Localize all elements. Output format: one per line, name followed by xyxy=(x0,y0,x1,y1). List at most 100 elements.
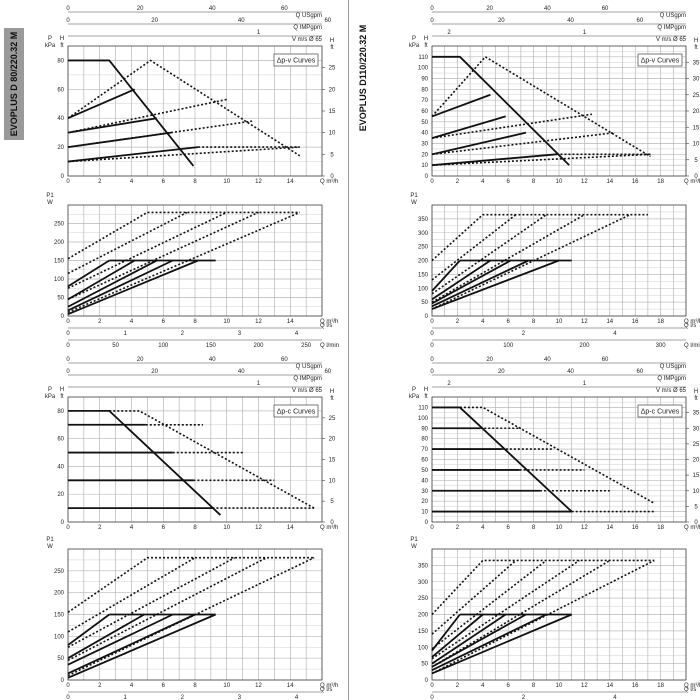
top-v-tick: 1 xyxy=(257,30,261,36)
y2-axis-unit-ft: ft xyxy=(694,45,698,51)
bottom-ls-label: Q l/s xyxy=(684,323,696,329)
top-imp-tick: 0 xyxy=(430,18,434,24)
series-line-solid xyxy=(68,409,222,516)
series-line-dotted xyxy=(431,214,585,303)
x-axis-label: Q m³/h xyxy=(320,319,338,325)
top-imp-tick: 20 xyxy=(151,369,158,375)
series-line-dotted xyxy=(431,559,655,616)
bottom-ls-tick: 0 xyxy=(430,331,434,337)
top-v-label: V m/s Ø 65 xyxy=(292,37,323,43)
x-tick-label: 14 xyxy=(287,525,294,531)
y2-axis-unit-ft: ft xyxy=(330,396,334,402)
y2-tick-label: 35 xyxy=(693,60,700,66)
y-tick-label: 70 xyxy=(421,447,428,453)
y-tick-label: 200 xyxy=(54,591,65,597)
legend-box xyxy=(273,404,319,418)
y-axis-label-p1: P1 xyxy=(46,193,54,199)
bottom-lmin-tick: 50 xyxy=(112,343,119,349)
y-axis-label-h: H xyxy=(60,36,64,42)
y-tick-label: 150 xyxy=(418,272,429,278)
x-tick-label: 6 xyxy=(507,683,511,689)
y-axis-label-p1: P1 xyxy=(410,537,418,543)
legend-box xyxy=(637,404,683,418)
y-tick-label: 0 xyxy=(425,174,429,180)
y-tick-label: 110 xyxy=(418,405,428,411)
series-line-dotted xyxy=(431,559,655,675)
y-tick-label: 200 xyxy=(54,240,65,246)
bottom-lmin-label: Q l/min xyxy=(320,343,339,349)
x-tick-label: 12 xyxy=(255,179,262,185)
x-axis-label: Q m³/h xyxy=(684,683,700,689)
y-tick-label: 40 xyxy=(421,131,428,137)
x-tick-label: 6 xyxy=(507,179,511,185)
y-axis-label-h: H xyxy=(424,387,428,393)
top-usgpm-tick: 0 xyxy=(66,6,70,12)
series-line-solid xyxy=(431,259,461,292)
y2-axis-unit-ft: ft xyxy=(694,396,698,402)
bottom-ls-label: Q l/s xyxy=(684,687,696,693)
x-tick-label: 14 xyxy=(287,683,294,689)
top-v-tick: 1 xyxy=(583,30,587,36)
y-tick-label: 80 xyxy=(421,437,428,443)
x-tick-label: 14 xyxy=(606,179,613,185)
y2-tick-label: 5 xyxy=(694,158,698,164)
y2-tick-label: 20 xyxy=(693,458,700,464)
y-tick-label: 200 xyxy=(418,613,429,619)
legend-text: Δp-c Curves xyxy=(641,409,680,416)
top-imp-label: Q IMPgpm xyxy=(657,376,686,382)
y-tick-label: 250 xyxy=(418,596,429,602)
y2-axis-label-h: H xyxy=(330,389,334,395)
y2-tick-label: 20 xyxy=(329,437,336,443)
x-tick-label: 0 xyxy=(66,319,70,325)
y-tick-label: 50 xyxy=(421,662,428,668)
x-tick-label: 8 xyxy=(532,683,536,689)
y-axis-label-p: P xyxy=(412,387,416,393)
bottom-ls-tick: 1 xyxy=(123,695,127,700)
bottom-lmin-tick: 100 xyxy=(503,343,514,349)
x-tick-label: 10 xyxy=(556,683,563,689)
y-tick-label: 60 xyxy=(421,109,428,115)
series-line-solid xyxy=(431,613,461,652)
y2-axis-label-h: H xyxy=(694,38,698,44)
series-line-dotted xyxy=(431,131,615,156)
legend-text: Δp-v Curves xyxy=(277,58,316,65)
legend-box xyxy=(637,53,683,67)
x-tick-label: 12 xyxy=(581,179,588,185)
y-tick-label: 0 xyxy=(425,520,429,526)
series-line-solid xyxy=(67,259,110,288)
x-tick-label: 16 xyxy=(632,319,639,325)
model-title-tab-left: EVOPLUS D 80/220.32 M xyxy=(4,28,24,140)
y-axis-label-p1: P1 xyxy=(410,193,418,199)
series-line-dotted xyxy=(431,559,580,660)
series-line-dotted xyxy=(67,146,300,163)
series-line-dotted xyxy=(67,557,196,633)
y2-tick-label: 10 xyxy=(693,489,700,495)
y-tick-label: 110 xyxy=(418,55,428,61)
x-tick-label: 14 xyxy=(606,319,613,325)
y-tick-label: 10 xyxy=(421,510,428,516)
x-tick-label: 12 xyxy=(581,319,588,325)
top-usgpm-label: Q USgpm xyxy=(660,13,686,19)
y-tick-label: 350 xyxy=(418,563,429,569)
y-tick-label: 0 xyxy=(61,678,65,684)
top-v-label: V m/s Ø 65 xyxy=(292,388,323,394)
series-line-dotted xyxy=(67,120,253,148)
top-imp-tick: 60 xyxy=(637,369,644,375)
bottom-ls-tick: 4 xyxy=(613,331,617,337)
top-usgpm-tick: 40 xyxy=(544,6,551,12)
y-tick-label: 350 xyxy=(418,217,429,223)
top-v-tick: 2 xyxy=(447,381,451,387)
legend-box xyxy=(273,53,319,67)
y-tick-label: 30 xyxy=(421,489,428,495)
bottom-ls-tick: 4 xyxy=(295,695,299,700)
series-line-dotted xyxy=(431,213,648,262)
y-tick-label: 50 xyxy=(421,300,428,306)
x-tick-label: 6 xyxy=(162,319,166,325)
series-line-solid xyxy=(67,613,216,679)
top-imp-tick: 60 xyxy=(324,18,331,24)
series-line-dotted xyxy=(431,214,517,281)
